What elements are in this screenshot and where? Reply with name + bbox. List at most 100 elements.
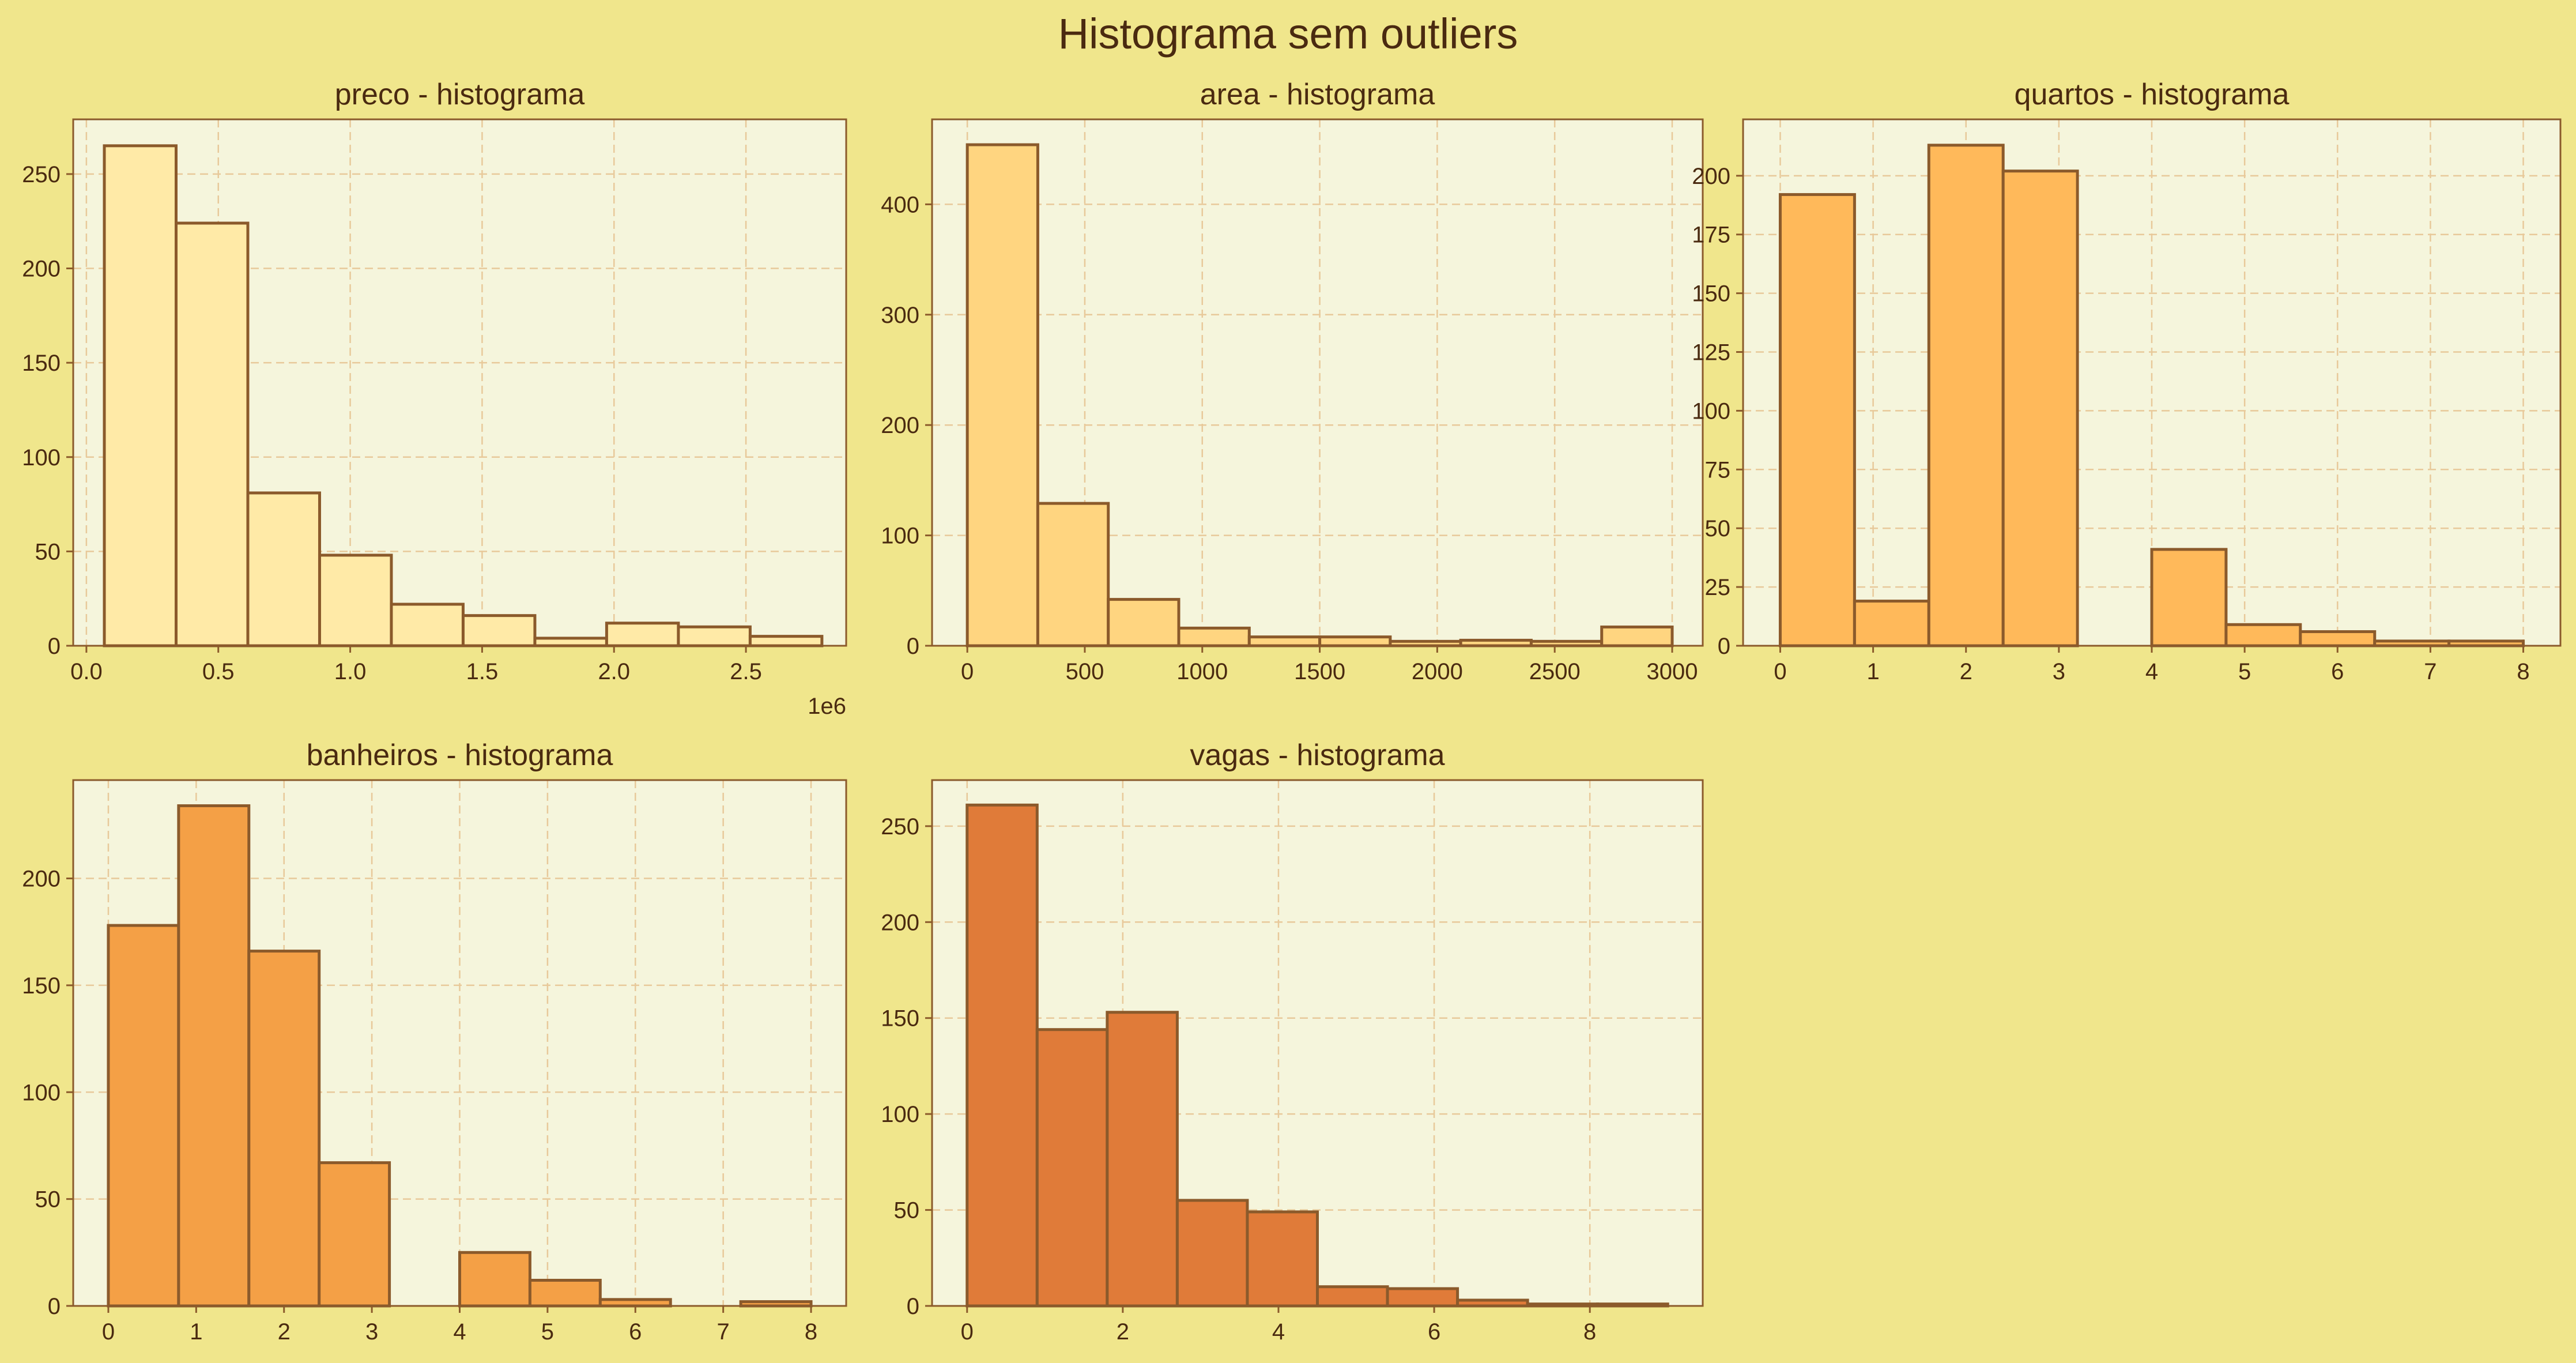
y-tick-label: 175: [1692, 223, 1730, 248]
x-tick-label: 0: [102, 1319, 115, 1345]
histogram-bar: [605, 622, 680, 647]
x-tick-label: 7: [717, 1319, 730, 1345]
x-tick-label: 2500: [1529, 659, 1581, 684]
subplot-title: area - histograma: [1200, 78, 1435, 111]
histogram-panel-1: 0.0 0.5 1.0 1.5 2.0 2.5 0 50 100 150 200 250 preco -…: [22, 78, 847, 719]
x-tick-label: 4: [453, 1319, 466, 1345]
x-tick-label: 3000: [1647, 659, 1698, 684]
histogram-panel-5: 0 2 4 6 8 0 50 100 150 200 250 vagas - histograma: [881, 739, 1704, 1345]
y-tick-label: 25: [1705, 575, 1731, 600]
x-tick-label: 8: [805, 1319, 817, 1345]
x-tick-label: 1: [1866, 659, 1879, 684]
x-offset-label: 1e6: [808, 694, 846, 719]
histogram-bar: [1107, 598, 1180, 647]
y-tick-label: 200: [881, 910, 919, 935]
y-tick-label: 200: [22, 867, 61, 892]
y-tick-label: 0: [1718, 634, 1730, 659]
y-tick-label: 100: [22, 1080, 61, 1105]
y-tick-label: 300: [881, 303, 919, 328]
y-tick-label: 200: [22, 257, 61, 282]
y-tick-label: 200: [881, 413, 919, 438]
x-tick-label: 4: [1272, 1319, 1285, 1345]
x-tick-label: 2: [1117, 1319, 1129, 1345]
y-tick-label: 0: [48, 634, 61, 659]
y-tick-label: 50: [894, 1198, 920, 1223]
x-tick-label: 1000: [1176, 659, 1228, 684]
histogram-bar: [2150, 548, 2228, 647]
histogram-bar: [533, 637, 608, 647]
histogram-bar: [965, 143, 1039, 647]
histogram-bar: [107, 924, 180, 1308]
y-tick-label: 250: [22, 162, 61, 187]
histogram-bar: [1853, 600, 1930, 647]
y-tick-label: 150: [22, 351, 61, 376]
x-tick-label: 6: [2331, 659, 2344, 684]
x-tick-label: 2: [278, 1319, 291, 1345]
y-tick-label: 150: [22, 973, 61, 999]
histogram-bar: [1600, 625, 1674, 647]
x-tick-label: 1: [190, 1319, 202, 1345]
y-tick-label: 100: [22, 445, 61, 470]
histogram-bar: [1778, 193, 1856, 647]
histogram-bar: [318, 554, 393, 647]
histogram-bar: [2224, 623, 2302, 647]
x-tick-label: 7: [2424, 659, 2437, 684]
x-tick-label: 0.0: [70, 659, 103, 684]
histogram-panel-4: 0 1 2 3 4 5 6 7 8 0 50 100 150 200 banheiros - histogr…: [22, 739, 847, 1345]
subplot-title: vagas - histograma: [1190, 739, 1444, 772]
axes-frame: [72, 118, 847, 647]
x-tick-label: 500: [1066, 659, 1104, 684]
histogram-bar: [246, 491, 321, 647]
y-tick-label: 50: [35, 539, 61, 564]
x-tick-label: 3: [365, 1319, 378, 1345]
histogram-bar: [2299, 630, 2377, 647]
histogram-bar: [177, 804, 251, 1308]
histogram-bar: [1247, 635, 1322, 647]
subplot-title: quartos - histograma: [2015, 78, 2290, 111]
x-tick-label: 6: [1428, 1319, 1440, 1345]
histogram-bar: [1177, 626, 1251, 647]
x-tick-label: 5: [2238, 659, 2251, 684]
x-tick-label: 8: [1583, 1319, 1596, 1345]
x-tick-label: 5: [541, 1319, 554, 1345]
histogram-bar: [174, 221, 250, 647]
x-tick-label: 1.5: [466, 659, 499, 684]
histogram-bar: [748, 635, 824, 647]
x-tick-label: 3: [2053, 659, 2065, 684]
histogram-bar: [318, 1161, 391, 1308]
x-tick-label: 2.0: [598, 659, 630, 684]
histogram-bar: [1927, 144, 2005, 647]
x-tick-label: 1.0: [334, 659, 367, 684]
x-tick-label: 4: [2145, 659, 2158, 684]
y-tick-label: 125: [1692, 340, 1730, 366]
x-tick-label: 0: [961, 659, 974, 684]
y-tick-label: 250: [881, 814, 919, 839]
histogram-bar: [247, 950, 321, 1308]
y-tick-label: 100: [881, 1102, 919, 1127]
histogram-bar: [1175, 1199, 1249, 1308]
histogram-bar: [1106, 1011, 1179, 1308]
histogram-bar: [461, 614, 537, 647]
x-tick-label: 6: [629, 1319, 642, 1345]
histogram-bar: [2001, 170, 2079, 647]
histogram-bar: [1316, 1285, 1389, 1308]
histogram-bar: [965, 803, 1039, 1308]
y-tick-label: 50: [35, 1187, 61, 1213]
histogram-panel-2: 0 500 1000 1500 2000 2500 3000 0 100 200 300 400 are…: [881, 78, 1704, 684]
x-tick-label: 2.5: [730, 659, 762, 684]
histogram-bar: [390, 603, 465, 647]
y-tick-label: 400: [881, 192, 919, 217]
histogram-bar: [528, 1279, 602, 1308]
axes-frame: [931, 779, 1704, 1307]
y-tick-label: 50: [1705, 516, 1731, 541]
axes-frame: [931, 118, 1704, 647]
histogram-bar: [1318, 635, 1392, 647]
x-tick-label: 0.5: [202, 659, 235, 684]
histogram-bar: [1035, 1028, 1109, 1308]
y-tick-label: 150: [1692, 281, 1730, 307]
histogram-bar: [598, 1298, 672, 1308]
histogram-bar: [103, 144, 178, 647]
y-tick-label: 75: [1705, 457, 1731, 483]
